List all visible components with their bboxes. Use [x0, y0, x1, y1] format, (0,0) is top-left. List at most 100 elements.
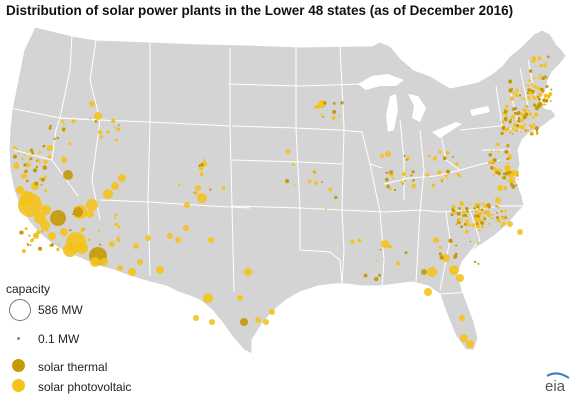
solar-pv-plant [510, 172, 515, 177]
solar-pv-plant [478, 218, 482, 222]
solar-pv-plant [43, 159, 48, 165]
solar-thermal-plant [384, 177, 389, 182]
solar-thermal-plant [118, 124, 120, 127]
solar-thermal-plant [69, 228, 72, 232]
solar-thermal-plant [29, 148, 34, 152]
solar-pv-plant [517, 229, 523, 235]
solar-pv-plant [331, 115, 336, 120]
solar-pv-plant [492, 173, 495, 176]
solar-pv-plant [544, 103, 547, 106]
solar-pv-plant [203, 158, 206, 162]
solar-pv-plant [106, 130, 110, 134]
solar-pv-plant [504, 165, 509, 170]
solar-pv-plant [128, 268, 136, 276]
solar-pv-plant [17, 187, 20, 190]
solar-pv-plant [385, 151, 391, 157]
solar-pv-plant [411, 183, 416, 188]
solar-thermal-plant [475, 222, 479, 226]
solar-pv-plant [497, 219, 502, 223]
solar-pv-plant [528, 91, 533, 95]
solar-pv-plant [510, 114, 515, 119]
solar-pv-plant [511, 127, 515, 131]
solar-thermal-plant [535, 129, 539, 133]
solar-thermal-plant [332, 110, 337, 114]
solar-thermal-plant [321, 181, 324, 183]
solar-pv-plant [400, 180, 403, 184]
solar-thermal-plant [492, 162, 494, 165]
solar-pv-plant [527, 95, 531, 100]
solar-pv-plant [33, 232, 38, 237]
solar-pv-plant [520, 125, 525, 130]
solar-pv-plant [520, 118, 524, 123]
solar-pv-plant [523, 123, 527, 126]
solar-pv-plant [44, 189, 48, 193]
solar-pv-plant [21, 157, 24, 161]
solar-thermal-plant [495, 205, 498, 208]
solar-pv-plant [116, 238, 121, 243]
solar-pv-plant [495, 197, 501, 203]
solar-pv-plant [56, 247, 60, 252]
solar-pv-plant [26, 150, 29, 154]
solar-pv-plant [117, 265, 123, 271]
solar-pv-plant [62, 155, 65, 158]
solar-pv-plant [87, 238, 91, 242]
solar-thermal-plant [453, 254, 458, 259]
solar-pv-plant [37, 158, 41, 163]
solar-pv-plant [47, 155, 52, 159]
solar-pv-plant [111, 118, 116, 123]
solar-pv-plant [478, 211, 483, 216]
solar-pv-plant [285, 149, 291, 154]
solar-thermal-plant [40, 183, 43, 186]
solar-thermal-plant [455, 244, 458, 247]
solar-pv-plant [208, 237, 214, 243]
solar-pv-plant [237, 295, 243, 301]
solar-thermal-plant [193, 191, 196, 194]
solar-pv-plant [501, 175, 504, 178]
solar-thermal-plant [455, 223, 458, 226]
solar-pv-plant [433, 237, 439, 243]
solar-thermal-plant [511, 108, 514, 111]
solar-thermal-plant [506, 157, 510, 161]
solar-pv-plant [533, 77, 536, 80]
solar-pv-plant [118, 174, 126, 182]
solar-pv-plant [512, 119, 515, 122]
solar-pv-plant [307, 179, 312, 184]
solar-pv-plant [478, 203, 481, 206]
solar-thermal-plant [496, 216, 500, 220]
solar-thermal-plant [439, 255, 444, 260]
solar-pv-plant [483, 212, 486, 215]
solar-thermal-plant [374, 277, 379, 282]
solar-pv-plant [483, 204, 488, 209]
solar-thermal-plant [473, 260, 477, 264]
solar-thermal-plant [27, 243, 30, 247]
solar-pv-plant [425, 173, 430, 177]
solar-pv-plant [522, 108, 527, 113]
solar-pv-plant [507, 179, 510, 183]
solar-pv-plant [457, 173, 461, 178]
solar-pv-plant [47, 145, 53, 151]
solar-thermal-plant [285, 179, 290, 184]
solar-thermal-plant [534, 126, 539, 131]
solar-pv-plant [543, 93, 548, 98]
solar-pv-plant [20, 191, 34, 205]
solar-pv-plant [375, 260, 378, 263]
solar-pv-plant [41, 205, 51, 215]
solar-pv-plant [76, 242, 88, 254]
solar-thermal-plant [544, 75, 547, 78]
solar-thermal-plant [462, 214, 465, 217]
solar-thermal-plant [510, 118, 512, 121]
solar-pv-plant [197, 193, 207, 203]
solar-pv-plant [183, 225, 189, 231]
solar-pv-plant [167, 233, 173, 239]
solar-thermal-plant [29, 244, 32, 247]
solar-pv-plant [532, 123, 536, 127]
solar-pv-plant [530, 125, 534, 129]
solar-thermal-plant [12, 154, 18, 159]
solar-pv-plant [532, 85, 537, 89]
solar-pv-plant [46, 147, 49, 150]
solar-pv-plant [469, 202, 472, 205]
solar-thermal-plant [545, 76, 548, 79]
solar-thermal-plant [313, 171, 316, 174]
solar-pv-plant [548, 92, 553, 97]
solar-pv-plant [431, 183, 436, 188]
